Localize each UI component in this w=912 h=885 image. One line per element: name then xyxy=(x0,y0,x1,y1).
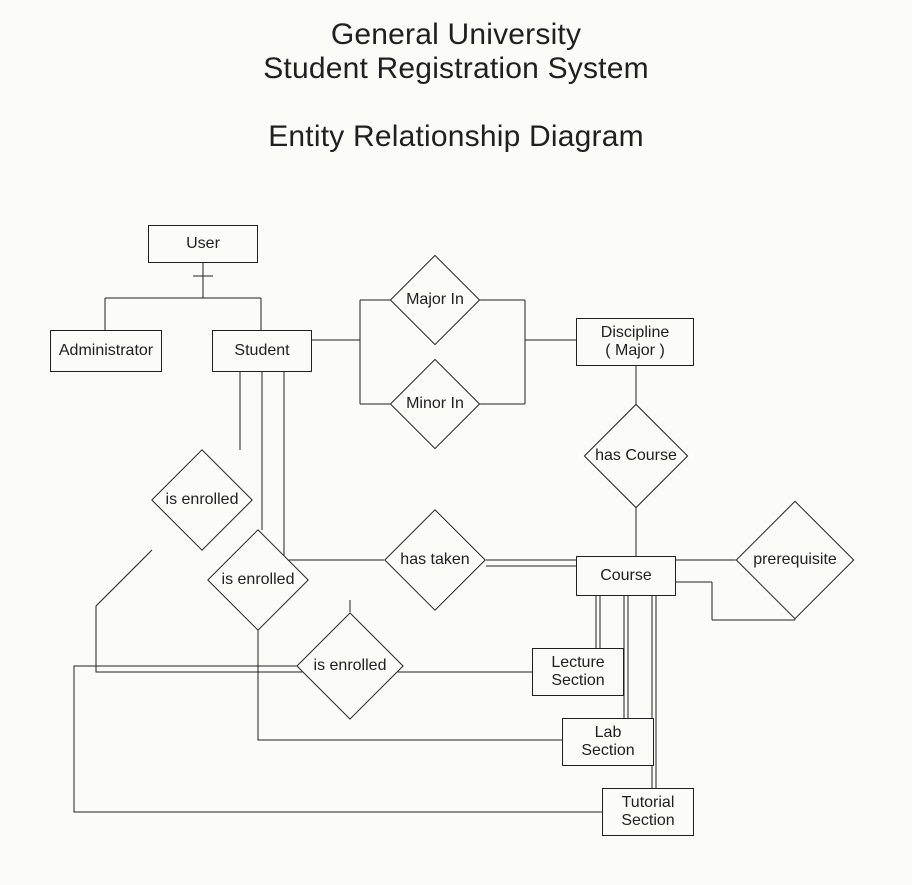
rel-is-enrolled-2: is enrolled xyxy=(207,529,309,631)
entity-discipline: Discipline ( Major ) xyxy=(576,318,694,366)
rel-has-taken: has taken xyxy=(384,509,486,611)
rel-has-course: has Course xyxy=(584,404,688,508)
entity-tutorial-section: Tutorial Section xyxy=(602,788,694,836)
rel-minor-in: Minor In xyxy=(390,359,480,449)
entity-lab-section: Lab Section xyxy=(562,718,654,766)
entity-lecture-section: Lecture Section xyxy=(532,648,624,696)
rel-major-in: Major In xyxy=(390,255,480,345)
rel-prerequisite: prerequisite xyxy=(736,501,854,619)
entity-user: User xyxy=(148,225,258,263)
entity-course: Course xyxy=(576,556,676,596)
entity-student: Student xyxy=(212,330,312,372)
entity-administrator: Administrator xyxy=(50,330,162,372)
er-diagram-canvas: General University Student Registration … xyxy=(0,0,912,885)
rel-is-enrolled-3: is enrolled xyxy=(296,612,404,720)
